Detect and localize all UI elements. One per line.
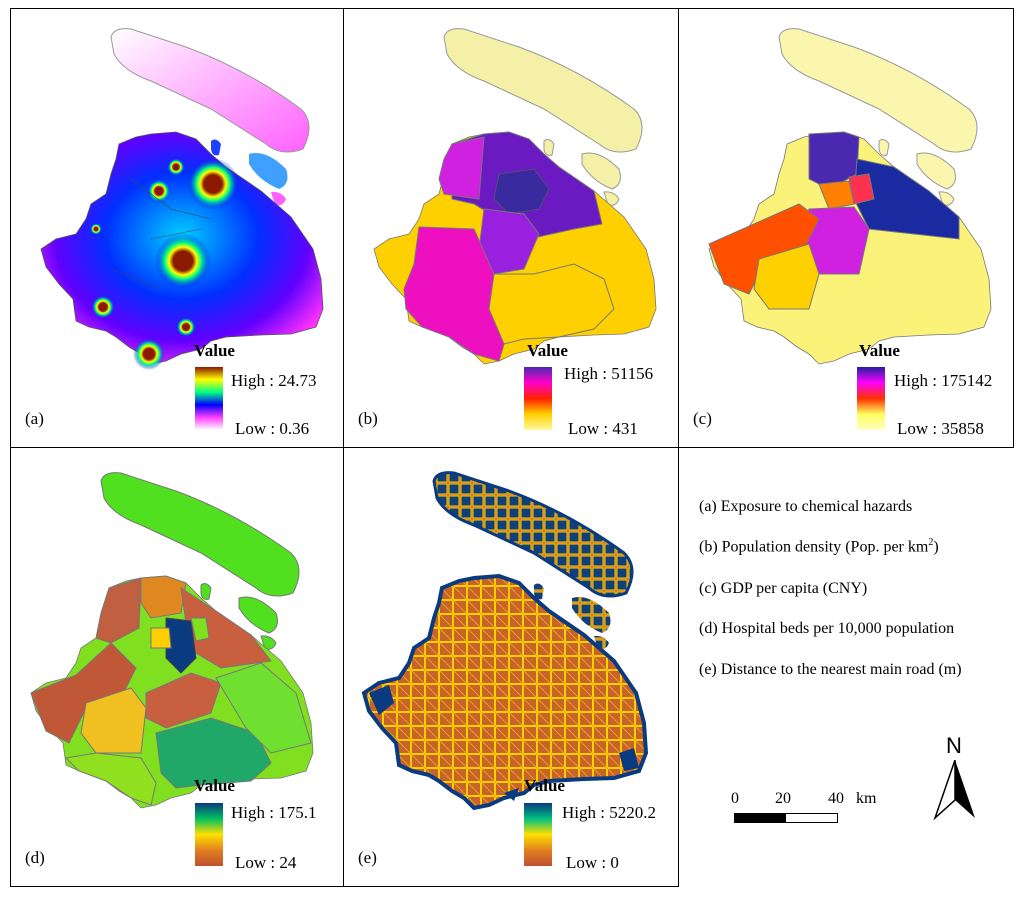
legend-item-d: (d) Hospital beds per 10,000 population xyxy=(699,620,955,637)
legend-item-c: (c) GDP per capita (CNY) xyxy=(699,580,868,597)
legend-low: Low : 0.36 xyxy=(235,419,310,438)
panel-letter: (a) xyxy=(25,409,44,428)
color-ramp xyxy=(195,803,223,866)
map-d xyxy=(30,472,314,809)
scale-label-0: 0 xyxy=(731,790,739,807)
legend-item-a: (a) Exposure to chemical hazards xyxy=(699,498,913,515)
map-a xyxy=(40,28,324,370)
legend-title: Value xyxy=(194,341,235,360)
legend-high: High : 5220.2 xyxy=(562,803,656,822)
legend-high: High : 24.73 xyxy=(231,371,317,390)
legend-title: Value xyxy=(859,341,900,360)
color-ramp xyxy=(524,367,552,430)
panel-letter: (d) xyxy=(25,848,45,867)
map-panel-d: (d) Value High : 175.1 Low : 24 xyxy=(10,447,344,887)
legend-item-b-sup: 2 xyxy=(928,537,934,548)
north-arrow: N xyxy=(932,733,982,828)
color-ramp xyxy=(195,367,223,430)
map-c xyxy=(708,28,992,365)
north-arrow-icon xyxy=(933,760,975,821)
legend-title: Value xyxy=(194,776,235,795)
legend-item-b: (b) Population density (Pop. per km2) xyxy=(699,537,939,556)
legend-title: Value xyxy=(524,776,565,795)
color-ramp xyxy=(524,803,552,866)
legend-high: High : 175.1 xyxy=(231,803,317,822)
map-panel-e: (e) Value High : 5220.2 Low : 0 xyxy=(343,447,679,887)
scale-label-20: 20 xyxy=(775,790,791,807)
map-panel-c: (c) Value High : 175142 Low : 35858 xyxy=(678,8,1014,448)
legend-high: High : 175142 xyxy=(894,371,993,390)
scale-label-40: 40 xyxy=(828,790,844,807)
legend-low: Low : 431 xyxy=(568,419,638,438)
color-ramp xyxy=(857,367,885,430)
legend-high: High : 51156 xyxy=(564,364,654,383)
map-b xyxy=(373,28,657,365)
legend-item-e: (e) Distance to the nearest main road (m… xyxy=(699,661,962,678)
legend-low: Low : 24 xyxy=(235,853,297,872)
legend-title: Value xyxy=(527,341,568,360)
panel-letter: (b) xyxy=(358,409,378,428)
scale-bar xyxy=(734,813,838,823)
scale-unit: km xyxy=(856,790,877,807)
panel-letter: (e) xyxy=(358,848,377,867)
legend-low: Low : 35858 xyxy=(897,419,984,438)
map-panel-b: (b) Value High : 51156 Low : 431 xyxy=(343,8,679,448)
panel-letter: (c) xyxy=(693,409,712,428)
legend-item-b-text: (b) Population density (Pop. per km xyxy=(699,538,929,556)
north-label: N xyxy=(946,733,962,758)
map-panel-a: (a) Value High : 24.73 Low : 0.36 xyxy=(10,8,344,448)
legend-item-b-close: ) xyxy=(933,538,939,556)
legend-low: Low : 0 xyxy=(566,853,619,872)
